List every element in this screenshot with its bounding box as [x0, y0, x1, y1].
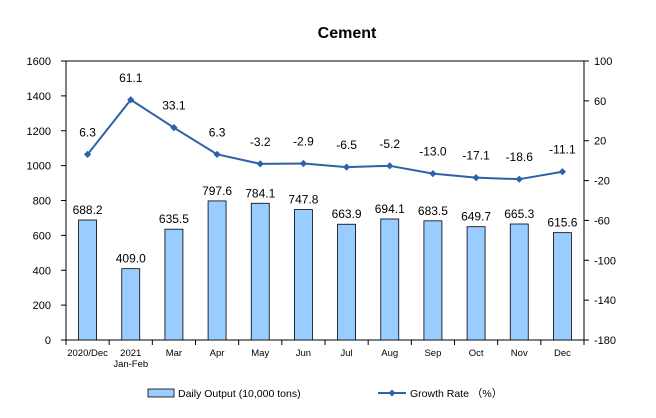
y-right-tick-label: 60 — [594, 96, 606, 108]
growth-rate-marker — [256, 160, 264, 168]
bar-value-label: 615.6 — [547, 216, 577, 230]
x-tick-label: Jun — [296, 348, 311, 359]
x-tick-label: Dec — [554, 348, 571, 359]
bar — [121, 268, 141, 341]
bar-value-label: 663.9 — [332, 207, 362, 221]
growth-rate-value-label: -6.5 — [336, 138, 357, 152]
bar — [423, 220, 443, 341]
bar-value-label: 694.1 — [375, 202, 405, 216]
growth-rate-marker — [342, 163, 351, 171]
growth-rate-line — [86, 98, 563, 181]
growth-rate-marker — [170, 124, 178, 132]
growth-rate-marker — [558, 168, 567, 176]
y-left-tick-label: 400 — [33, 265, 51, 277]
line-series — [83, 96, 567, 183]
x-tick-label: Mar — [166, 348, 182, 359]
bar-value-label: 747.8 — [288, 193, 318, 207]
y-left-tick-label: 0 — [45, 335, 51, 347]
legend-line-label: Growth Rate （%） — [410, 388, 502, 400]
growth-rate-marker — [127, 96, 135, 104]
y-left-tick-label: 1000 — [27, 161, 51, 173]
x-tick-label: May — [251, 348, 269, 359]
growth-rate-value-label: -18.6 — [506, 150, 534, 164]
bar — [294, 209, 313, 341]
x-tick-label: Sep — [424, 348, 441, 359]
bar-value-label: 683.5 — [418, 204, 448, 218]
y-left-tick-label: 1200 — [27, 126, 51, 138]
y-left-tick-label: 800 — [33, 196, 51, 208]
data-labels: 688.2 409.0 635.5 797.6 784.1 747.8 663.9 694.1… — [73, 71, 578, 266]
growth-rate-marker — [213, 150, 221, 158]
y-left-tick-label: 200 — [33, 300, 51, 312]
bar-series — [78, 200, 572, 341]
plot-frame — [65, 60, 585, 341]
axes: 0 200 400 600 800 1000 1200 1400 1600 -180 -140 -10… — [27, 56, 617, 370]
x-tick-label: Aug — [381, 348, 398, 359]
bar — [380, 218, 400, 341]
growth-rate-value-label: 6.3 — [209, 125, 226, 139]
y-left-tick-label: 1600 — [27, 56, 51, 68]
bar-value-label: 649.7 — [461, 210, 491, 224]
x-tick-label-line2: Jan-Feb — [113, 359, 148, 370]
chart-title: Cement — [318, 25, 377, 42]
growth-rate-marker — [299, 159, 308, 168]
bar — [250, 202, 270, 341]
x-tick-label: Apr — [210, 348, 225, 359]
y-right-tick-label: -20 — [594, 176, 610, 188]
y-left-tick-label: 1400 — [27, 91, 51, 103]
growth-rate-value-label: -5.2 — [379, 137, 400, 151]
growth-rate-value-label: -13.0 — [419, 145, 447, 159]
y-right-tick-label: -140 — [594, 295, 616, 307]
x-tick-label: Nov — [511, 348, 528, 359]
y-right-tick-label: 20 — [594, 136, 606, 148]
bar — [78, 219, 97, 341]
x-tick-label: Oct — [469, 348, 484, 359]
x-tick-label: 2021 — [120, 348, 141, 359]
growth-rate-value-label: -2.9 — [293, 135, 314, 149]
y-right-tick-label: -180 — [594, 335, 616, 347]
bar-value-label: 797.6 — [202, 184, 232, 198]
growth-rate-marker — [83, 150, 92, 158]
y-left-tick-label: 600 — [33, 230, 51, 242]
growth-rate-value-label: -3.2 — [250, 135, 271, 149]
bar — [207, 200, 227, 341]
growth-rate-marker — [386, 162, 394, 170]
bar-value-label: 635.5 — [159, 212, 189, 226]
growth-rate-value-label: -11.1 — [549, 143, 576, 157]
y-right-tick-label: 100 — [594, 56, 612, 68]
x-tick-label: 2020/Dec — [67, 348, 108, 359]
growth-rate-marker — [472, 174, 480, 182]
bar-value-label: 409.0 — [116, 252, 146, 266]
growth-rate-marker — [515, 175, 523, 183]
growth-rate-marker — [429, 169, 437, 178]
y-right-tick-label: -100 — [594, 255, 616, 267]
bar-value-label: 665.3 — [504, 207, 534, 221]
growth-rate-value-label: 61.1 — [119, 71, 143, 85]
growth-rate-value-label: -17.1 — [462, 149, 490, 163]
y-right-tick-label: -60 — [594, 215, 610, 227]
legend-bar-label: Daily Output (10,000 tons) — [178, 388, 301, 400]
bar — [509, 223, 529, 341]
growth-rate-value-label: 33.1 — [162, 99, 186, 113]
bar-value-label: 688.2 — [73, 203, 103, 217]
growth-rate-value-label: 6.3 — [79, 125, 96, 139]
bar-value-label: 784.1 — [245, 186, 275, 200]
legend: Daily Output (10,000 tons) Growth Rate （%… — [147, 388, 502, 400]
x-tick-label: Jul — [341, 348, 353, 359]
legend-bar-swatch — [147, 388, 175, 398]
bar — [337, 223, 356, 341]
legend-line-marker — [388, 389, 396, 397]
bar — [553, 232, 572, 341]
bar — [466, 226, 486, 341]
bar — [164, 228, 184, 341]
